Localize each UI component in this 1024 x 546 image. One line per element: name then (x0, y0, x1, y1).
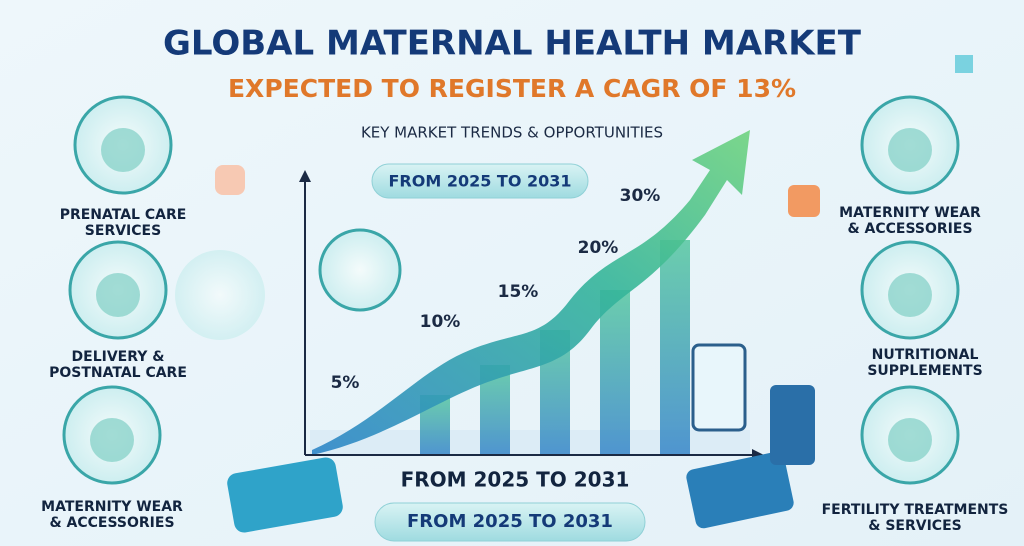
segment-label: MATERNITY WEAR (41, 499, 183, 515)
growth-label: 5% (331, 373, 360, 393)
period-badge (374, 502, 646, 542)
period-badge-text: FROM 2025 TO 2031 (407, 511, 613, 532)
title: GLOBAL MATERNAL HEALTH MARKET (163, 24, 862, 64)
growth-label: 20% (578, 238, 619, 258)
segment-figure (888, 418, 932, 462)
segment-figure (96, 273, 140, 317)
segment-label: DELIVERY & (72, 349, 165, 365)
period-badge (371, 163, 589, 199)
segment-figure (101, 128, 145, 172)
segment-label: & ACCESSORIES (847, 221, 972, 237)
segment-label: & SERVICES (868, 518, 961, 534)
segment-label: PRENATAL CARE (60, 207, 187, 223)
segment-label: FERTILITY TREATMENTS (822, 502, 1009, 518)
segment-label: NUTRITIONAL (872, 347, 979, 363)
segment-label: SERVICES (85, 223, 161, 239)
growth-label: 30% (620, 186, 661, 206)
subtitle: EXPECTED TO REGISTER A CAGR OF 13% (228, 74, 796, 103)
growth-illustration (175, 55, 973, 533)
segment-label: POSTNATAL CARE (49, 365, 187, 381)
segment-figure (90, 418, 134, 462)
segment-figure (888, 273, 932, 317)
period-badge-text: FROM 2025 TO 2031 (388, 172, 571, 191)
segment-figure (888, 128, 932, 172)
period-text: FROM 2025 TO 2031 (401, 468, 630, 492)
growth-label: 10% (420, 312, 461, 332)
trends-heading: KEY MARKET TRENDS & OPPORTUNITIES (361, 124, 663, 142)
growth-label: 15% (498, 282, 539, 302)
segment-label: & ACCESSORIES (49, 515, 174, 531)
segment-label: MATERNITY WEAR (839, 205, 981, 221)
segment-label: SUPPLEMENTS (867, 363, 982, 379)
